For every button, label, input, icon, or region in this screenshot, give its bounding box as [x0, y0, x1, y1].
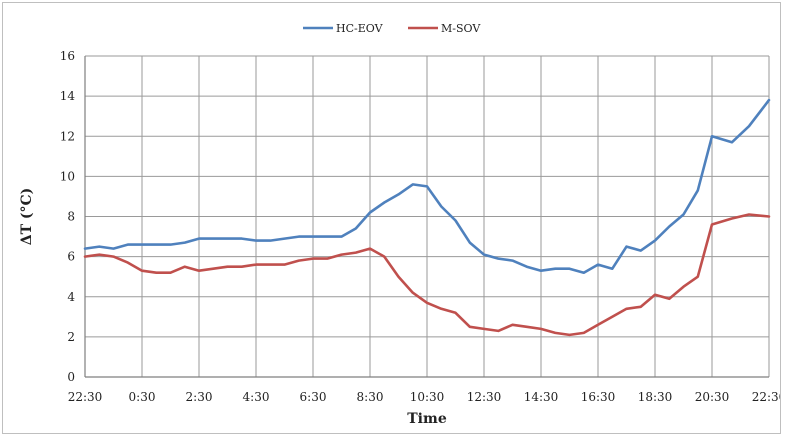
x-tick-label: 22:30: [752, 390, 780, 404]
x-tick-label: 2:30: [186, 390, 213, 404]
chart-axes: 0 2 4 6 8 10 12 14 16 22:30 0:30 2:30 4:30 6:30 8:30 10…: [60, 49, 785, 404]
x-tick-label: 0:30: [129, 390, 156, 404]
x-tick-label: 22:30: [68, 390, 103, 404]
y-tick-label: 2: [67, 330, 75, 344]
x-tick-label: 6:30: [300, 390, 327, 404]
x-tick-label: 12:30: [467, 390, 502, 404]
chart-grid: [84, 55, 770, 378]
y-tick-label: 10: [60, 169, 75, 183]
x-tick-label: 8:30: [357, 390, 384, 404]
chart-legend: HC-EOV M-SOV: [303, 22, 481, 35]
series-line-m-sov: [83, 213, 771, 337]
y-axis-title: ΔT (°C): [19, 188, 35, 246]
y-tick-label: 4: [67, 290, 75, 304]
series-line-hc-eov: [83, 98, 771, 274]
line-chart: HC-EOV M-SOV 0 2 4 6 8 10 12 14 16 22:30 0:30 2:30 4:…: [19, 22, 785, 427]
y-tick-label: 0: [67, 370, 75, 384]
x-tick-label: 10:30: [410, 390, 445, 404]
y-tick-label: 6: [67, 250, 75, 264]
y-tick-label: 16: [60, 49, 75, 63]
chart-series: [83, 98, 771, 337]
x-axis-title: Time: [407, 411, 447, 427]
x-tick-label: 16:30: [581, 390, 616, 404]
x-tick-label: 20:30: [695, 390, 730, 404]
x-tick-label: 4:30: [243, 390, 270, 404]
x-tick-label: 14:30: [524, 390, 559, 404]
y-tick-label: 8: [67, 210, 75, 224]
legend-label-hc-eov: HC-EOV: [336, 22, 384, 35]
y-tick-label: 14: [60, 89, 76, 103]
legend-label-m-sov: M-SOV: [441, 22, 481, 35]
y-tick-label: 12: [60, 129, 75, 143]
x-tick-label: 18:30: [638, 390, 673, 404]
